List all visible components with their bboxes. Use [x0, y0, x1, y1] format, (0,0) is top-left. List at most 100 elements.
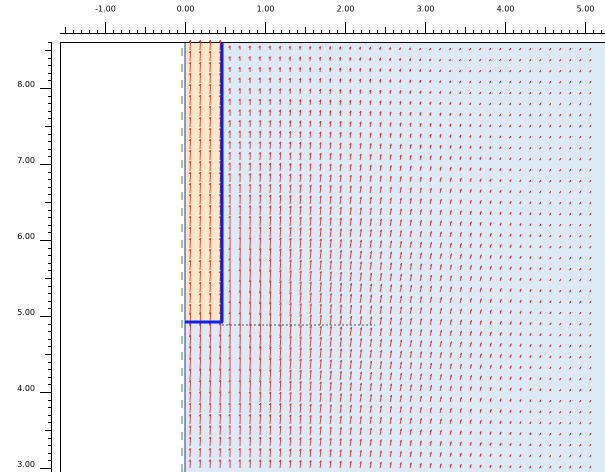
arrow-head [319, 131, 322, 134]
arrow-head [258, 290, 262, 294]
arrow-head [508, 80, 512, 84]
arrow-head [529, 432, 532, 436]
arrow-head [389, 219, 392, 222]
displacement-arrow [369, 316, 373, 326]
arrow-head [299, 238, 302, 241]
displacement-arrow [219, 149, 221, 161]
arrow-head [429, 155, 432, 158]
displacement-arrow [299, 109, 302, 117]
arrow-head [449, 341, 453, 344]
arrow-head [528, 91, 532, 95]
arrow-head [429, 231, 433, 234]
arrow-head [568, 168, 572, 172]
arrow-head [188, 215, 191, 219]
arrow-head [369, 207, 372, 211]
arrow-head [238, 98, 241, 102]
arrow-head [349, 349, 352, 352]
arrow-head [538, 47, 542, 51]
arrow-head [359, 110, 362, 114]
displacement-arrow [209, 237, 211, 249]
arrow-head [198, 334, 201, 338]
arrow-head [538, 58, 542, 62]
arrow-head [469, 178, 472, 181]
arrow-head [399, 90, 402, 93]
arrow-head [359, 207, 362, 210]
arrow-head [309, 381, 312, 384]
arrow-head [549, 300, 552, 304]
arrow-head [319, 415, 322, 418]
arrow-head [449, 220, 452, 224]
displacement-arrow [199, 127, 201, 139]
arrow-head [519, 288, 522, 292]
arrow-head [349, 142, 352, 146]
arrow-head [339, 370, 342, 374]
arrow-head [558, 190, 562, 194]
displacement-arrow [399, 328, 403, 337]
displacement-arrow [349, 371, 352, 381]
arrow-head [198, 248, 201, 252]
arrow-head [379, 461, 382, 465]
arrow-head [379, 121, 382, 125]
arrow-head [578, 267, 582, 271]
arrow-head [278, 459, 282, 463]
displacement-arrow [329, 460, 332, 469]
arrow-head [499, 309, 502, 313]
arrow-head [358, 68, 362, 71]
arrow-head [268, 216, 272, 219]
arrow-head [429, 373, 433, 377]
arrow-head [248, 357, 251, 360]
arrow-head [319, 142, 322, 145]
arrow-head [238, 66, 241, 70]
arrow-head [238, 436, 241, 440]
arrow-head [409, 122, 412, 126]
displacement-arrow [209, 39, 211, 51]
arrow-head [449, 396, 452, 400]
arrow-head [448, 80, 452, 84]
arrow-head [208, 72, 211, 76]
arrow-head [319, 392, 322, 396]
arrow-head [479, 464, 482, 468]
arrow-head [469, 453, 472, 456]
displacement-arrow [339, 142, 342, 150]
arrow-head [499, 178, 502, 182]
arrow-head [198, 50, 201, 54]
arrow-head [439, 198, 442, 202]
displacement-arrow [399, 252, 403, 260]
arrow-head [299, 227, 302, 230]
displacement-arrow [209, 414, 211, 425]
arrow-head [278, 205, 282, 209]
arrow-head [359, 132, 362, 135]
arrow-head [419, 155, 422, 158]
arrow-head [228, 66, 231, 70]
arrow-head [548, 190, 552, 194]
arrow-head [258, 312, 262, 316]
displacement-arrow [319, 228, 322, 238]
arrow-head [338, 78, 342, 81]
arrow-head [479, 178, 482, 181]
arrow-head [188, 413, 191, 417]
displacement-arrow [339, 282, 342, 293]
arrow-head [238, 379, 241, 383]
displacement-arrow [199, 39, 201, 51]
displacement-arrow [319, 415, 322, 425]
arrow-head [309, 460, 312, 463]
displacement-arrow [409, 252, 413, 260]
displacement-arrow [199, 193, 201, 205]
arrow-head [188, 323, 191, 327]
arrow-head [499, 331, 502, 335]
displacement-arrow [299, 174, 302, 183]
displacement-arrow [359, 461, 362, 469]
arrow-head [268, 98, 271, 102]
displacement-arrow [259, 184, 261, 194]
arrow-head [549, 377, 552, 381]
arrow-head [188, 402, 191, 406]
arrow-head [479, 167, 482, 171]
displacement-arrow [209, 248, 211, 260]
displacement-arrow [369, 405, 372, 414]
arrow-head [289, 391, 292, 395]
arrow-head [528, 124, 532, 128]
arrow-head [499, 189, 502, 193]
arrow-head [529, 388, 532, 391]
displacement-arrow [329, 131, 332, 139]
arrow-head [449, 123, 452, 127]
